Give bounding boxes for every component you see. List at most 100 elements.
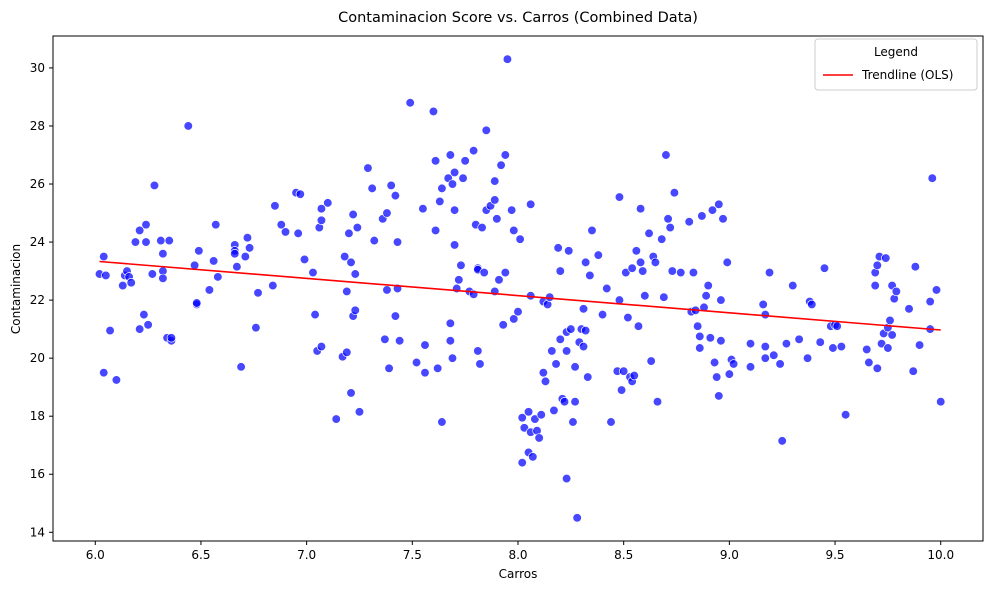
- data-point-228: [695, 331, 705, 342]
- data-point-35: [211, 219, 221, 230]
- data-point-19: [149, 180, 160, 191]
- data-point-210: [644, 228, 654, 239]
- x-tick-label: 9.0: [720, 548, 739, 562]
- data-point-270: [840, 410, 851, 420]
- data-point-95: [420, 368, 430, 378]
- data-point-124: [475, 359, 485, 369]
- data-point-240: [716, 295, 726, 305]
- y-tick-label: 28: [30, 119, 45, 133]
- data-point-140: [507, 205, 517, 215]
- data-point-145: [517, 413, 527, 423]
- data-point-45: [251, 323, 261, 333]
- data-point-255: [775, 359, 785, 369]
- data-point-233: [703, 280, 713, 291]
- data-point-266: [828, 343, 838, 353]
- data-point-291: [914, 340, 925, 350]
- data-point-44: [244, 243, 255, 253]
- data-point-164: [549, 405, 559, 416]
- data-point-264: [819, 263, 830, 273]
- data-point-68: [344, 228, 354, 239]
- data-point-134: [494, 275, 504, 285]
- data-point-105: [445, 336, 456, 346]
- data-point-83: [382, 285, 392, 295]
- data-point-254: [769, 350, 779, 360]
- data-point-18: [147, 269, 157, 279]
- data-point-287: [891, 286, 901, 297]
- data-point-12: [135, 225, 145, 236]
- y-tick-label: 18: [30, 409, 45, 423]
- data-point-74: [350, 305, 360, 315]
- data-point-246: [728, 359, 739, 369]
- data-point-139: [502, 54, 513, 64]
- data-point-86: [390, 190, 401, 201]
- y-tick-label: 22: [30, 293, 45, 307]
- data-point-14: [139, 309, 149, 320]
- data-point-248: [745, 362, 756, 372]
- data-point-296: [936, 397, 946, 407]
- data-point-174: [564, 246, 574, 256]
- data-point-131: [490, 195, 500, 205]
- data-point-252: [760, 341, 770, 352]
- data-point-48: [270, 201, 280, 211]
- data-point-160: [540, 376, 551, 387]
- data-point-118: [468, 145, 479, 156]
- data-point-16: [141, 237, 151, 247]
- data-point-53: [295, 189, 305, 199]
- data-point-34: [208, 256, 219, 266]
- data-point-201: [627, 263, 637, 273]
- data-point-215: [657, 234, 667, 244]
- data-point-234: [705, 333, 715, 343]
- data-point-292: [925, 296, 935, 307]
- legend: Legend Trendline (OLS): [814, 38, 978, 91]
- data-point-187: [585, 270, 595, 281]
- data-point-198: [621, 267, 631, 278]
- data-point-136: [498, 320, 508, 330]
- data-point-272: [864, 357, 874, 368]
- data-point-271: [862, 344, 872, 355]
- data-point-197: [619, 366, 629, 376]
- y-tick-label: 26: [30, 177, 45, 191]
- data-point-206: [635, 204, 646, 214]
- data-point-66: [342, 286, 352, 297]
- data-point-13: [135, 324, 145, 334]
- data-point-219: [665, 222, 675, 233]
- chart-title: Contaminacion Score vs. Carros (Combined…: [338, 10, 698, 26]
- data-point-106: [445, 318, 456, 328]
- data-point-148: [523, 407, 534, 417]
- data-point-56: [310, 309, 320, 320]
- data-point-184: [580, 325, 591, 336]
- data-point-110: [449, 240, 460, 250]
- data-point-42: [240, 251, 250, 262]
- x-axis-label: Carros: [499, 567, 538, 581]
- data-point-97: [430, 156, 441, 166]
- data-point-77: [363, 163, 373, 173]
- data-point-94: [420, 340, 430, 350]
- data-point-3: [101, 270, 111, 281]
- data-point-225: [688, 267, 699, 278]
- data-point-207: [635, 257, 646, 268]
- data-point-28: [183, 121, 193, 131]
- data-point-157: [536, 410, 546, 420]
- data-point-113: [454, 275, 464, 285]
- data-point-88: [392, 237, 403, 247]
- data-point-33: [204, 285, 215, 295]
- data-point-81: [380, 334, 390, 344]
- data-point-166: [553, 243, 563, 253]
- data-point-27: [166, 333, 177, 343]
- plot-points: [94, 54, 946, 523]
- data-point-285: [887, 330, 897, 340]
- x-tick-label: 8.0: [508, 548, 527, 562]
- data-point-100: [435, 196, 445, 207]
- data-point-114: [456, 260, 466, 270]
- data-point-281: [883, 343, 893, 353]
- data-point-36: [213, 272, 223, 282]
- data-point-17: [143, 320, 153, 330]
- data-point-147: [519, 423, 529, 433]
- data-point-61: [316, 341, 327, 352]
- data-point-23: [158, 273, 168, 283]
- data-point-209: [640, 291, 650, 301]
- y-tick-label: 14: [30, 525, 45, 539]
- data-point-10: [126, 278, 136, 288]
- data-point-191: [602, 283, 612, 294]
